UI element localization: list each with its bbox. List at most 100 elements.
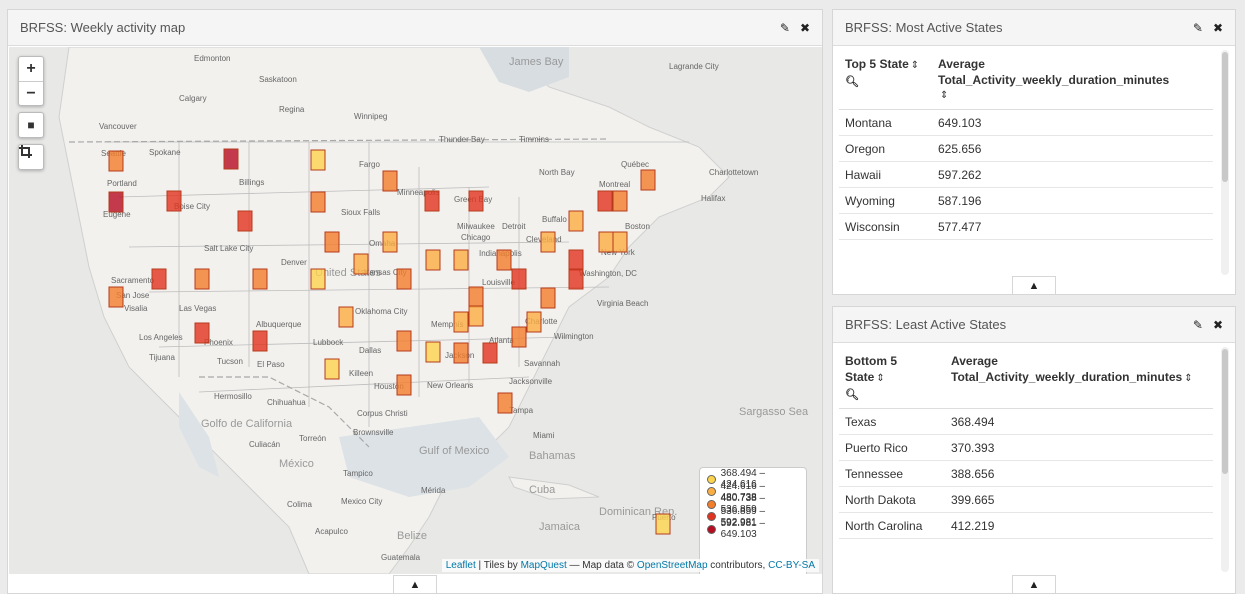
place-label: Phoenix bbox=[204, 338, 233, 347]
place-label: Portland bbox=[107, 179, 137, 188]
sort-icon[interactable]: ⇕ bbox=[1184, 373, 1193, 384]
state-marker[interactable] bbox=[540, 231, 556, 253]
state-marker[interactable] bbox=[338, 306, 354, 328]
osm-link[interactable]: OpenStreetMap bbox=[636, 560, 708, 571]
pencil-icon[interactable]: ✎ bbox=[1192, 20, 1203, 35]
place-label: Fargo bbox=[359, 160, 380, 169]
table-scrollbar[interactable] bbox=[1221, 347, 1229, 572]
state-marker[interactable] bbox=[310, 191, 326, 213]
state-marker[interactable] bbox=[511, 268, 527, 290]
table-scrollbar[interactable] bbox=[1221, 50, 1229, 275]
state-marker[interactable] bbox=[597, 190, 613, 212]
chevron-up-icon[interactable]: ▲ bbox=[1012, 575, 1056, 593]
close-icon[interactable]: ✖ bbox=[1212, 317, 1223, 332]
state-marker[interactable] bbox=[252, 268, 268, 290]
state-marker[interactable] bbox=[324, 231, 340, 253]
state-marker[interactable] bbox=[353, 253, 369, 275]
map-canvas[interactable]: Edmonton Saskatoon Calgary Regina Winnipeg Ja… bbox=[9, 47, 822, 574]
sort-icon[interactable]: ⇕ bbox=[940, 90, 949, 101]
table-row[interactable]: North Dakota 399.665 bbox=[839, 487, 1213, 513]
state-marker[interactable] bbox=[252, 330, 268, 352]
map-attribution: Leaflet | Tiles by MapQuest — Map data ©… bbox=[441, 559, 819, 572]
column-header-state[interactable]: Bottom 5 State ⇕ 🔍︎ bbox=[839, 347, 945, 403]
state-marker[interactable] bbox=[223, 148, 239, 170]
state-marker[interactable] bbox=[453, 342, 469, 364]
sort-icon[interactable]: ⇕ bbox=[910, 60, 920, 71]
state-marker[interactable] bbox=[166, 190, 182, 212]
state-marker[interactable] bbox=[453, 249, 469, 271]
state-marker[interactable] bbox=[497, 392, 513, 414]
state-marker[interactable] bbox=[324, 358, 340, 380]
close-icon[interactable]: ✖ bbox=[799, 20, 810, 35]
table-row[interactable]: Puerto Rico 370.393 bbox=[839, 435, 1213, 461]
state-marker[interactable] bbox=[526, 311, 542, 333]
table-row[interactable]: Texas 368.494 bbox=[839, 409, 1213, 435]
state-marker[interactable] bbox=[598, 231, 614, 253]
attribution-text: | Tiles by bbox=[475, 560, 521, 571]
column-header-value[interactable]: Average Total_Activity_weekly_duration_m… bbox=[932, 50, 1212, 104]
zoom-in-button[interactable]: + bbox=[26, 60, 36, 77]
close-icon[interactable]: ✖ bbox=[1212, 20, 1223, 35]
state-marker[interactable] bbox=[108, 191, 124, 213]
state-marker[interactable] bbox=[496, 249, 512, 271]
pencil-icon[interactable]: ✎ bbox=[1192, 317, 1203, 332]
table-row[interactable]: Tennessee 388.656 bbox=[839, 461, 1213, 487]
license-link[interactable]: CC-BY-SA bbox=[768, 560, 815, 571]
state-marker[interactable] bbox=[424, 190, 440, 212]
chevron-up-icon[interactable]: ▲ bbox=[393, 575, 437, 593]
table-row[interactable]: Wisconsin 577.477 bbox=[839, 214, 1213, 240]
map-svg[interactable]: Edmonton Saskatoon Calgary Regina Winnipeg Ja… bbox=[9, 47, 822, 574]
table-row[interactable]: Hawaii 597.262 bbox=[839, 162, 1213, 188]
state-marker[interactable] bbox=[194, 268, 210, 290]
search-icon[interactable]: 🔍︎ bbox=[845, 389, 859, 401]
chevron-up-icon[interactable]: ▲ bbox=[1012, 276, 1056, 294]
table-row[interactable]: Montana 649.103 bbox=[839, 110, 1213, 136]
table-row[interactable]: Oregon 625.656 bbox=[839, 136, 1213, 162]
column-header-state[interactable]: Top 5 State ⇕ 🔍︎ bbox=[839, 50, 932, 104]
state-marker[interactable] bbox=[310, 149, 326, 171]
table-row[interactable]: North Carolina 412.219 bbox=[839, 513, 1213, 539]
state-marker[interactable] bbox=[151, 268, 167, 290]
state-marker[interactable] bbox=[640, 169, 656, 191]
column-header-value[interactable]: Average Total_Activity_weekly_duration_m… bbox=[945, 347, 1211, 403]
state-marker[interactable] bbox=[568, 249, 584, 271]
mapquest-link[interactable]: MapQuest bbox=[520, 560, 567, 571]
state-marker[interactable] bbox=[655, 513, 671, 535]
cell-state: Puerto Rico bbox=[845, 440, 908, 455]
state-marker[interactable] bbox=[468, 190, 484, 212]
state-marker[interactable] bbox=[612, 231, 628, 253]
state-marker[interactable] bbox=[425, 341, 441, 363]
scrollbar-thumb[interactable] bbox=[1222, 349, 1228, 474]
leaflet-link[interactable]: Leaflet bbox=[445, 560, 476, 571]
crop-icon[interactable] bbox=[19, 145, 43, 169]
state-marker[interactable] bbox=[396, 268, 412, 290]
pencil-icon[interactable]: ✎ bbox=[779, 20, 790, 35]
sort-icon[interactable]: ⇕ bbox=[876, 373, 885, 384]
state-marker[interactable] bbox=[568, 210, 584, 232]
state-marker[interactable] bbox=[382, 170, 398, 192]
state-marker[interactable] bbox=[396, 374, 412, 396]
state-marker[interactable] bbox=[612, 190, 628, 212]
state-marker[interactable] bbox=[108, 286, 124, 308]
square-icon[interactable]: ■ bbox=[27, 118, 35, 132]
state-marker[interactable] bbox=[425, 249, 441, 271]
state-marker[interactable] bbox=[108, 150, 124, 172]
state-marker[interactable] bbox=[568, 268, 584, 290]
zoom-out-button[interactable]: − bbox=[19, 81, 43, 105]
scrollbar-thumb[interactable] bbox=[1222, 52, 1228, 182]
state-marker[interactable] bbox=[468, 286, 484, 308]
place-label: Torreón bbox=[299, 434, 326, 443]
table-row[interactable]: Wyoming 587.196 bbox=[839, 188, 1213, 214]
state-marker[interactable] bbox=[194, 322, 210, 344]
state-marker[interactable] bbox=[396, 330, 412, 352]
state-marker[interactable] bbox=[310, 268, 326, 290]
search-icon[interactable]: 🔍︎ bbox=[845, 76, 859, 88]
state-marker[interactable] bbox=[540, 287, 556, 309]
state-marker[interactable] bbox=[453, 311, 469, 333]
state-marker[interactable] bbox=[468, 305, 484, 327]
state-marker[interactable] bbox=[511, 326, 527, 348]
state-marker[interactable] bbox=[382, 231, 398, 253]
place-label: Louisville bbox=[482, 278, 515, 287]
state-marker[interactable] bbox=[482, 342, 498, 364]
state-marker[interactable] bbox=[237, 210, 253, 232]
